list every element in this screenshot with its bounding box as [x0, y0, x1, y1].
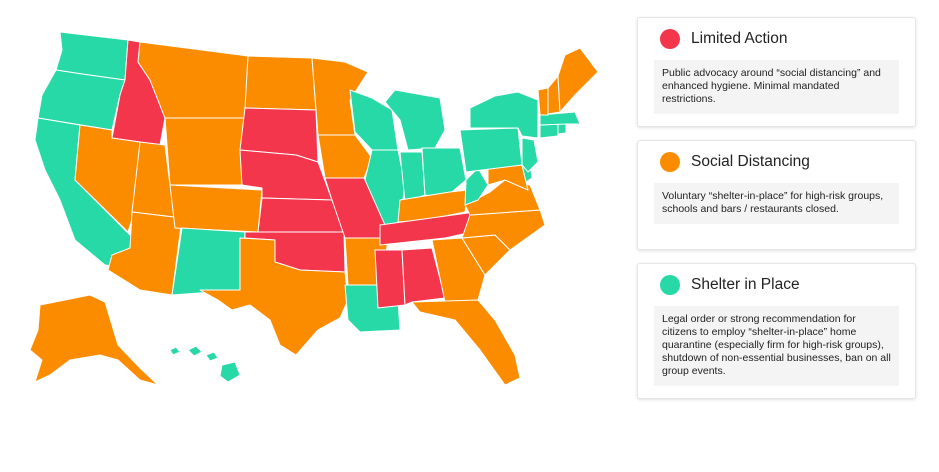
state-va: [464, 179, 541, 216]
state-nm: [171, 227, 246, 296]
state-co: [169, 184, 263, 233]
state-ny: [469, 91, 539, 139]
state-tx: [199, 237, 349, 356]
state-ma: [539, 111, 581, 126]
state-or: [37, 69, 126, 131]
state-wy: [164, 117, 246, 186]
state-mn: [311, 57, 369, 136]
us-state-map: [29, 31, 599, 386]
legend-card-header: Shelter in Place: [654, 273, 899, 297]
state-fl: [411, 299, 521, 386]
red-dot-icon: [660, 29, 680, 49]
legend-card-header: Social Distancing: [654, 150, 899, 174]
state-az: [107, 211, 183, 296]
state-ak: [29, 294, 159, 386]
state-ms: [374, 249, 406, 309]
legend-title-limited-action: Limited Action: [691, 30, 788, 47]
state-me: [557, 47, 599, 113]
state-ky: [397, 189, 469, 223]
legend-description-shelter-in-place: Legal order or strong recommendation for…: [654, 306, 899, 386]
us-map-svg: [29, 31, 599, 386]
state-in: [399, 151, 426, 203]
state-ct: [539, 123, 559, 139]
state-ks: [257, 197, 345, 233]
state-oh: [421, 147, 467, 199]
state-vt: [537, 87, 549, 116]
state-pa: [459, 127, 523, 173]
teal-dot-icon: [660, 275, 680, 295]
legend-card-social-distancing: Social Distancing Voluntary “shelter-in-…: [637, 140, 916, 250]
orange-dot-icon: [660, 152, 680, 172]
state-hi: [169, 345, 241, 383]
state-ri: [557, 123, 567, 135]
legend-card-limited-action: Limited Action Public advocacy around “s…: [637, 17, 916, 127]
state-mi: [384, 89, 446, 151]
legend-description-limited-action: Public advocacy around “social distancin…: [654, 60, 899, 114]
legend-description-social-distancing: Voluntary “shelter-in-place” for high-ri…: [654, 183, 899, 224]
legend-panel: Limited Action Public advocacy around “s…: [637, 17, 916, 412]
legend-title-social-distancing: Social Distancing: [691, 153, 810, 170]
legend-title-shelter-in-place: Shelter in Place: [691, 276, 800, 293]
state-al: [401, 247, 446, 306]
legend-card-header: Limited Action: [654, 27, 899, 51]
state-nj: [521, 137, 539, 173]
state-tn: [379, 211, 476, 246]
legend-card-shelter-in-place: Shelter in Place Legal order or strong r…: [637, 263, 916, 399]
state-nd: [244, 55, 317, 111]
